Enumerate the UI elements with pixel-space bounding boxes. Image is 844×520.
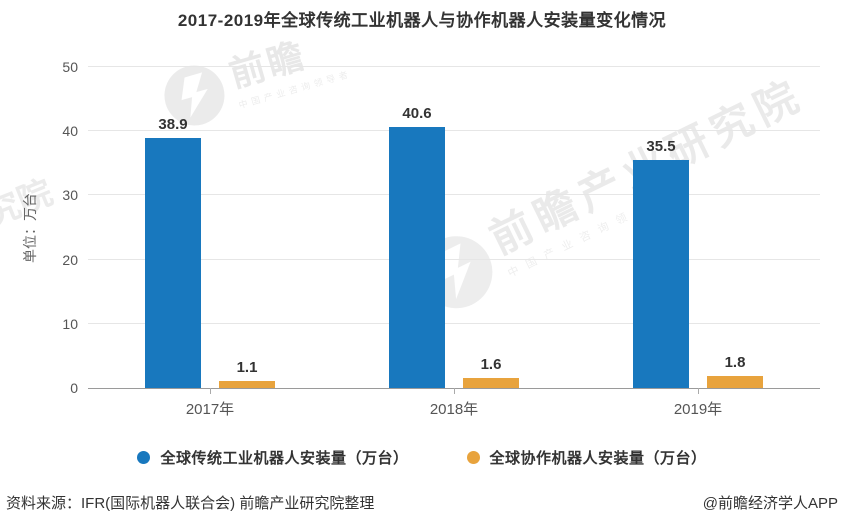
- y-tick-label: 10: [62, 315, 78, 332]
- legend-item-collaborative-robots: 全球协作机器人安装量（万台）: [466, 447, 707, 468]
- legend-label: 全球协作机器人安装量（万台）: [489, 450, 707, 467]
- bar-value-label: 1.8: [724, 354, 746, 372]
- y-tick-label: 0: [70, 380, 78, 396]
- data-source-text: 资料来源：IFR(国际机器人联合会) 前瞻产业研究院整理: [6, 495, 375, 512]
- bar-value-label: 1.1: [236, 358, 258, 376]
- bar-value-label: 38.9: [158, 116, 188, 134]
- legend: 全球传统工业机器人安装量（万台） 全球协作机器人安装量（万台）: [0, 447, 844, 468]
- bar-value-label: 40.6: [402, 105, 432, 123]
- bar-2018年-series0: [389, 127, 445, 388]
- x-axis-label: 2018年: [429, 401, 479, 418]
- credit-text: @前瞻经济学人APP: [702, 495, 838, 512]
- bar-2019年-series0: [633, 160, 689, 388]
- bar-value-label: 1.6: [480, 355, 502, 373]
- legend-dot-blue-icon: [137, 451, 151, 464]
- gridline: [88, 194, 820, 196]
- gridline: [88, 322, 820, 324]
- bar-2017年-series0: [145, 138, 201, 388]
- bar-2018年-series1: [463, 377, 519, 388]
- x-axis-label: 2017年: [185, 401, 235, 418]
- bar-value-label: 35.5: [646, 138, 676, 156]
- y-axis-tick-labels: 0 10 20 30 40 50: [30, 59, 78, 396]
- x-tick: [453, 388, 455, 394]
- gridline: [88, 66, 820, 67]
- x-tick: [697, 388, 699, 394]
- legend-dot-orange-icon: [466, 451, 480, 464]
- y-tick-label: 40: [62, 123, 78, 140]
- footer: 资料来源：IFR(国际机器人联合会) 前瞻产业研究院整理 @前瞻经济学人APP: [6, 492, 838, 513]
- y-tick-label: 20: [62, 251, 78, 268]
- x-axis-label: 2019年: [673, 401, 723, 418]
- plot-area: 2017年 38.9 1.1 2018年 40.6 1.6 2019年 35.5 1.8: [88, 66, 820, 418]
- gridline: [88, 130, 820, 132]
- y-tick-label: 30: [62, 187, 78, 204]
- legend-item-traditional-robots: 全球传统工业机器人安装量（万台）: [137, 447, 408, 468]
- bar-2017年-series1: [219, 380, 275, 388]
- legend-label: 全球传统工业机器人安装量（万台）: [160, 450, 409, 467]
- y-tick-label: 50: [62, 59, 78, 75]
- chart-title: 2017-2019年全球传统工业机器人与协作机器人安装量变化情况: [177, 11, 667, 30]
- x-tick: [209, 388, 211, 394]
- bar-2019年-series1: [707, 376, 763, 388]
